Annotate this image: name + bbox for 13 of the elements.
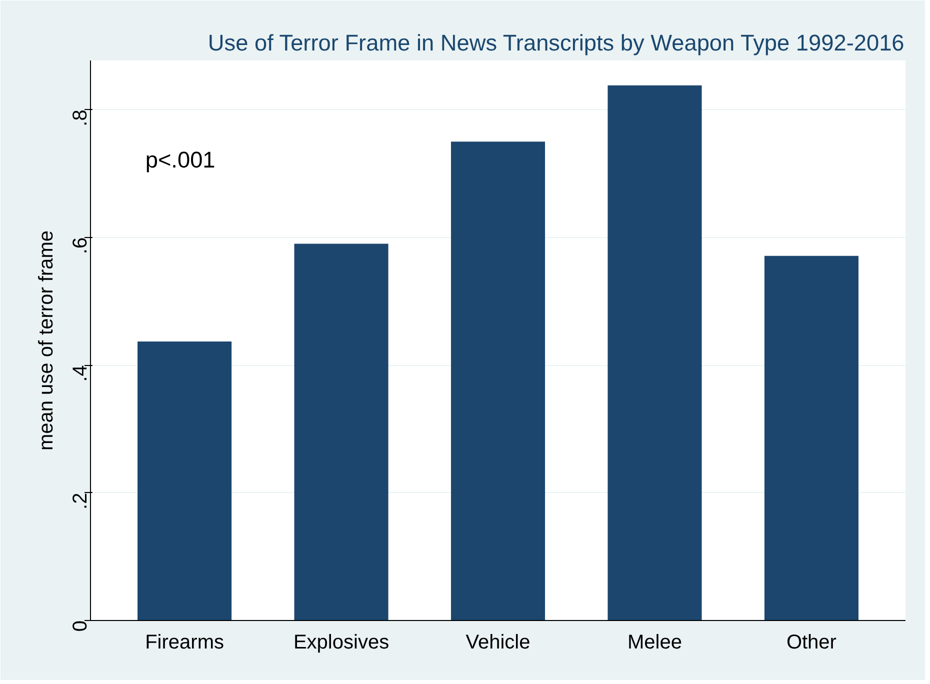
y-tick-label: 0 [70,620,92,632]
x-tick-label: Other [786,632,837,654]
annotation: p<.001 [145,146,216,172]
y-tick-label: .4 [70,365,92,382]
chart-title: Use of Terror Frame in News Transcripts by Weapon Type 1992-2016 [208,30,904,56]
x-tick-label: Vehicle [466,632,530,654]
y-tick-label: .2 [70,492,92,510]
x-tick-label: Explosives [293,632,390,654]
x-tick-label: Melee [627,632,682,654]
y-tick-label: .6 [70,237,92,254]
y-tick-label: .8 [70,110,92,126]
y-axis-title: mean use of terror frame [36,230,58,451]
x-tick-label: Firearms [145,632,224,654]
